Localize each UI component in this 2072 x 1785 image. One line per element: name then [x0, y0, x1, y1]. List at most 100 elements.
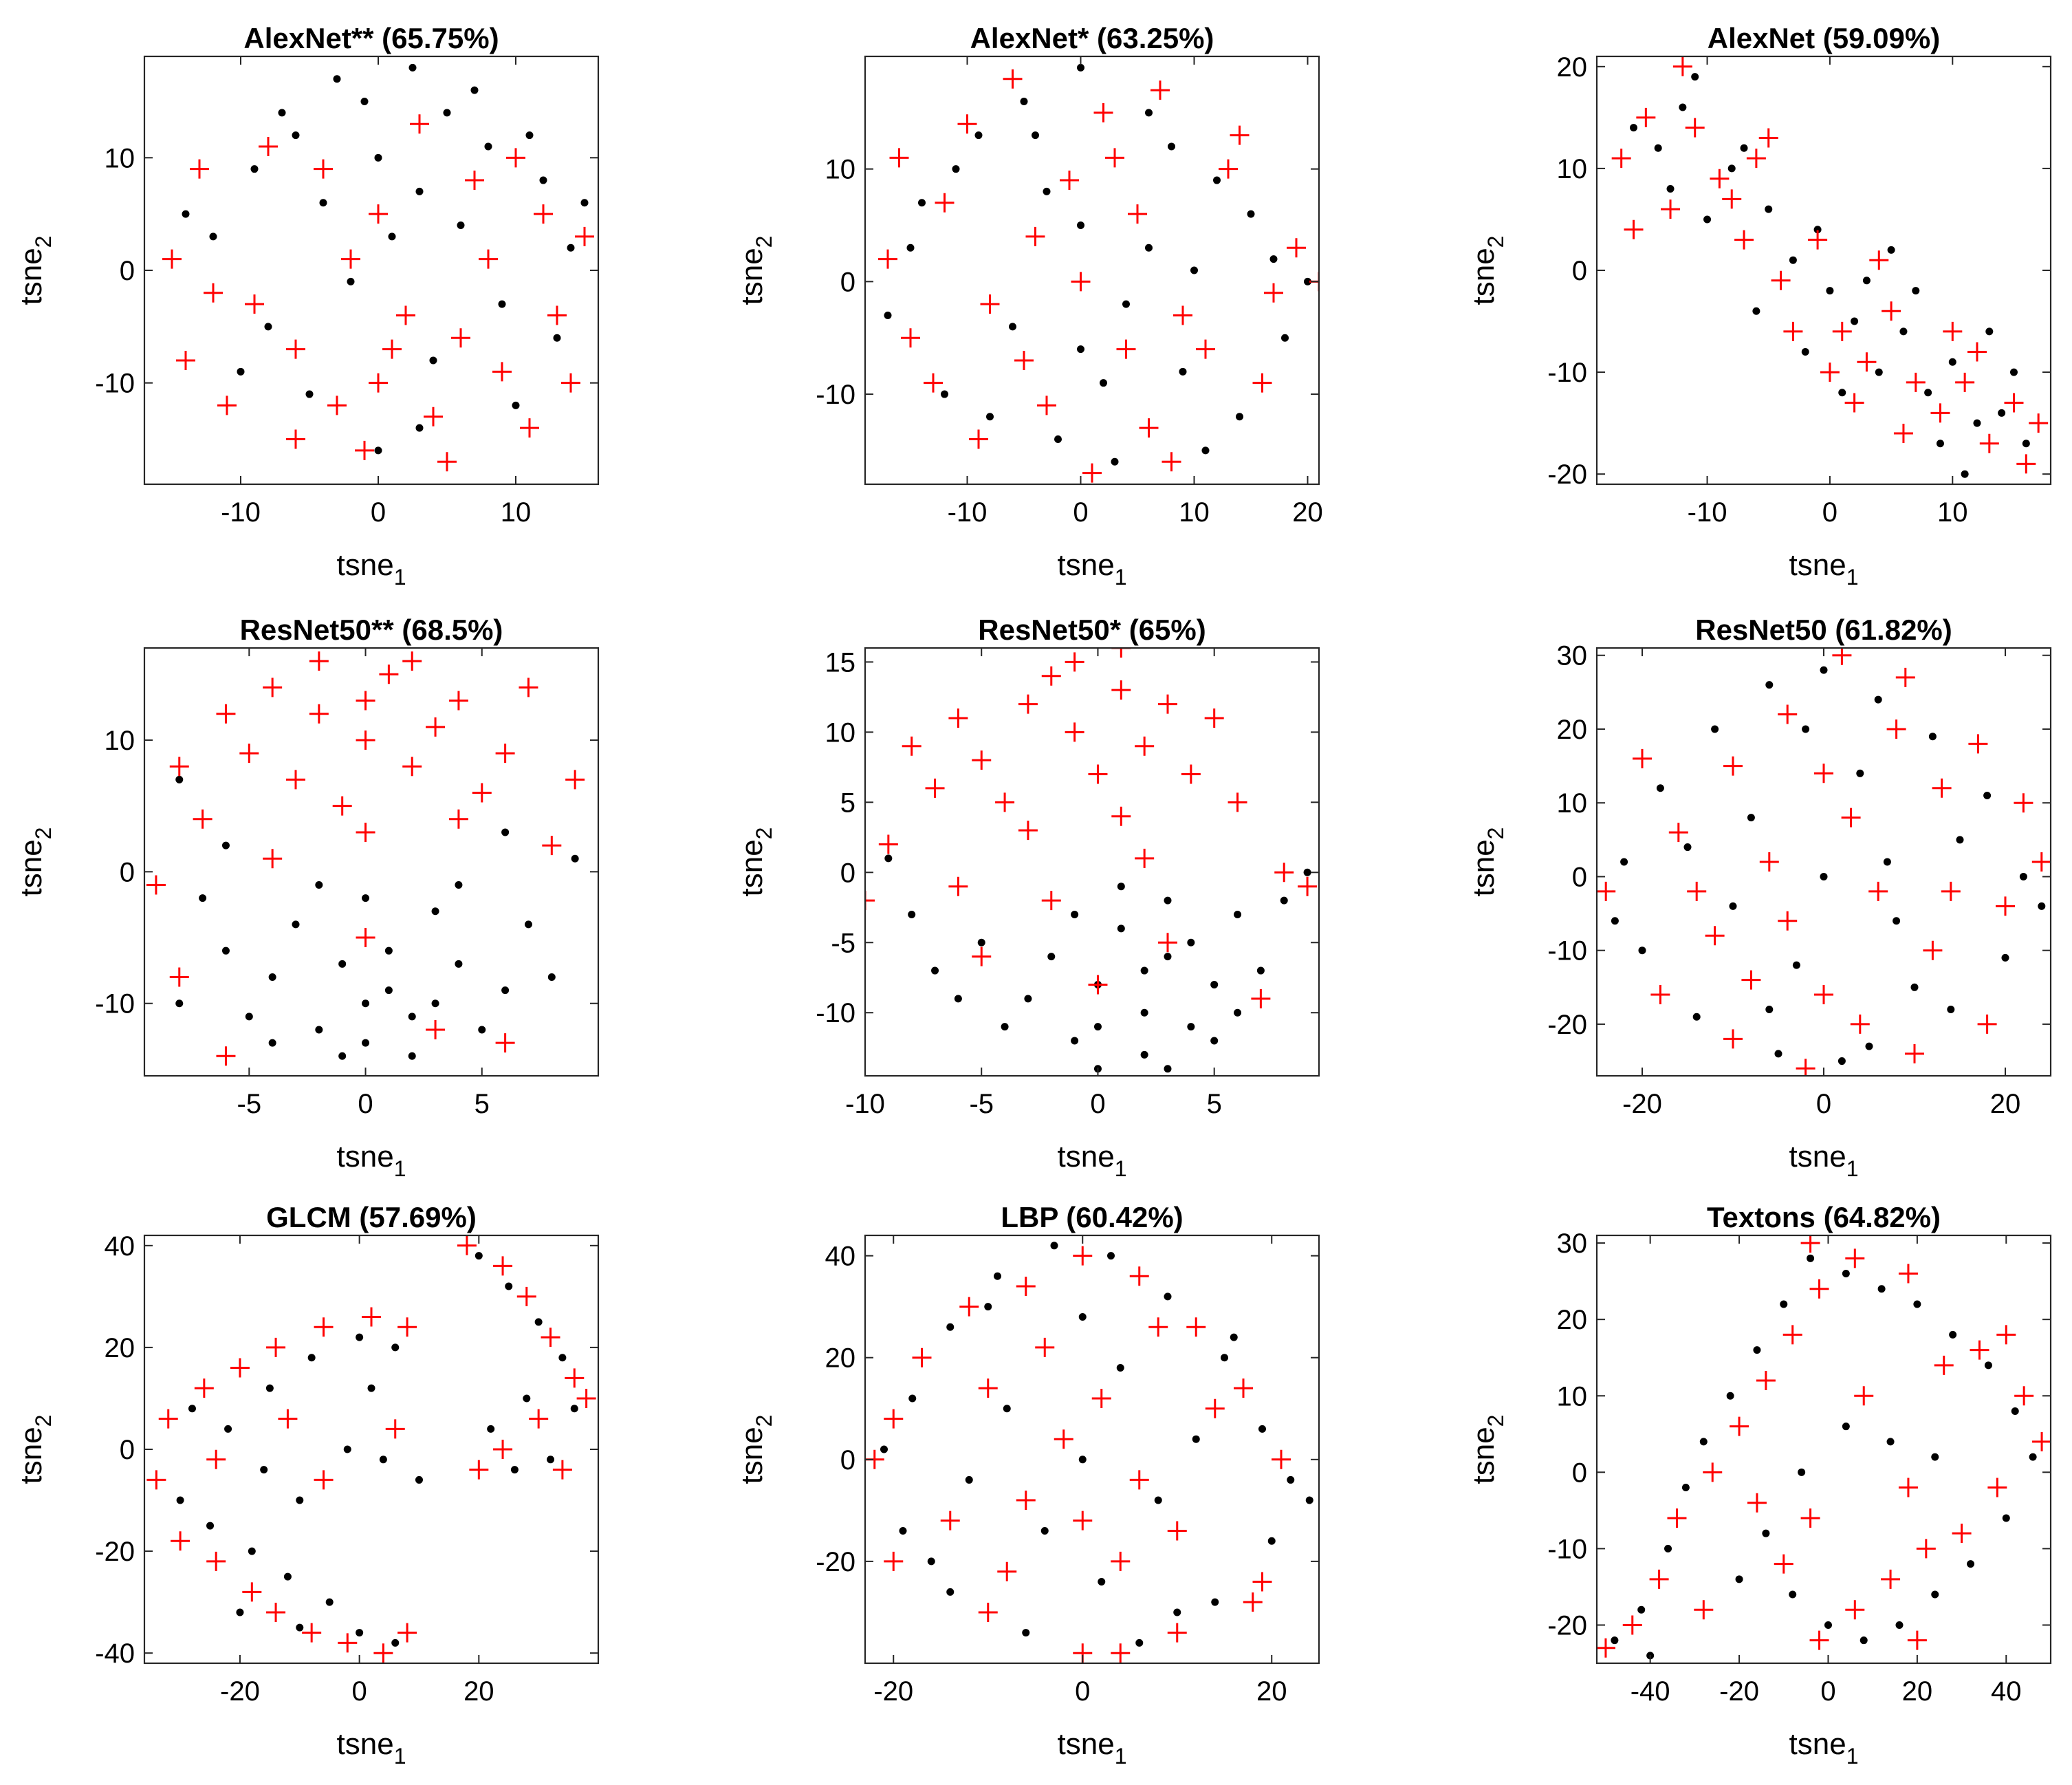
y-tick-label: 0: [1572, 256, 1587, 286]
y-tick-label: 0: [840, 267, 855, 297]
data-point-plus: [245, 294, 264, 314]
data-point-dot: [315, 1026, 323, 1034]
data-point-plus: [1694, 1600, 1714, 1620]
y-tick-label: 0: [840, 858, 855, 888]
y-tick-label: 10: [825, 155, 856, 185]
y-axis-label-main: tsne: [735, 1427, 769, 1484]
x-axis-label: tsne1: [1789, 1140, 1859, 1181]
y-tick-label: 20: [1557, 52, 1588, 83]
data-point-plus: [1636, 107, 1656, 127]
data-point-dot: [343, 1445, 351, 1453]
x-axis-label-main: tsne: [1789, 548, 1846, 582]
data-point-plus: [302, 1623, 322, 1643]
data-point-dot: [487, 1425, 495, 1433]
x-tick-label: 20: [464, 1676, 494, 1707]
data-point-plus: [1741, 970, 1761, 990]
data-point-dot: [1910, 983, 1919, 991]
data-point-dot: [206, 1522, 215, 1530]
data-point-dot: [379, 1456, 387, 1464]
data-point-dot: [268, 1039, 276, 1047]
data-point-plus: [1116, 339, 1136, 359]
data-point-dot: [994, 1272, 1001, 1280]
data-point-plus: [355, 440, 374, 460]
data-point-plus: [356, 928, 375, 948]
plot-area: [1597, 648, 2051, 1076]
data-point-plus: [341, 249, 360, 269]
axes-box: [864, 55, 1320, 486]
data-point-plus: [448, 691, 468, 711]
data-point-plus: [171, 1531, 190, 1551]
data-point-plus: [1758, 128, 1778, 148]
data-point-plus: [1941, 881, 1961, 901]
y-tick-label: 10: [1557, 788, 1588, 819]
data-point-plus: [1018, 694, 1038, 714]
data-point-plus: [1611, 149, 1631, 169]
data-point-dot: [1774, 1050, 1782, 1058]
data-point-plus: [1243, 1592, 1263, 1612]
data-point-dot: [175, 999, 184, 1008]
data-point-plus: [1668, 823, 1688, 843]
data-point-plus: [338, 1633, 358, 1653]
y-tick-label: 40: [105, 1231, 135, 1262]
data-point-plus: [1158, 933, 1177, 953]
data-point-dot: [278, 109, 286, 117]
data-point-plus: [1205, 1398, 1225, 1418]
data-point-plus: [1996, 896, 2015, 916]
x-tick-label: 5: [1207, 1089, 1222, 1119]
data-point-plus: [995, 792, 1015, 812]
data-point-plus: [169, 967, 189, 987]
data-point-plus: [1219, 159, 1238, 179]
data-point-plus: [146, 1470, 166, 1490]
data-point-dot: [547, 1456, 555, 1464]
data-point-dot: [1820, 872, 1828, 880]
data-point-dot: [1899, 327, 1908, 336]
data-point-plus: [410, 114, 429, 134]
y-axis-label: tsne2: [1467, 827, 1508, 897]
data-point-dot: [534, 1318, 543, 1326]
x-axis-label-sub: 1: [394, 1156, 406, 1181]
data-point-dot: [296, 1496, 304, 1504]
data-point-dot: [1077, 221, 1084, 230]
data-point-plus: [437, 452, 457, 472]
data-point-dot: [325, 1598, 334, 1606]
data-point-dot: [1666, 185, 1675, 193]
data-point-dot: [1287, 1475, 1295, 1484]
data-point-plus: [1898, 1264, 1918, 1284]
data-point-dot: [1820, 666, 1828, 674]
data-point-plus: [1111, 806, 1131, 826]
data-point-dot: [1187, 1023, 1195, 1031]
axes-box: [143, 647, 600, 1077]
scatter-points: [865, 648, 1318, 1073]
data-point-plus: [1272, 1449, 1291, 1469]
plot-area: [865, 648, 1319, 1076]
data-point-dot: [408, 1052, 416, 1060]
y-axis-label: tsne2: [735, 1415, 776, 1484]
data-point-plus: [978, 1602, 998, 1622]
x-tick-label: 10: [1179, 497, 1210, 528]
data-point-dot: [1998, 409, 2006, 417]
axes-box: [1595, 1234, 2052, 1665]
y-tick-label: 0: [840, 1445, 855, 1475]
data-point-plus: [1251, 988, 1271, 1008]
data-point-plus: [1088, 975, 1108, 995]
data-point-dot: [391, 1638, 400, 1647]
data-point-plus: [561, 373, 580, 393]
data-point-dot: [1699, 1438, 1708, 1446]
data-point-dot: [2038, 902, 2046, 910]
data-point-plus: [1923, 940, 1943, 960]
data-point-plus: [878, 834, 898, 854]
data-point-plus: [1882, 301, 1901, 321]
data-point-dot: [1692, 1013, 1701, 1021]
data-point-plus: [1809, 1279, 1829, 1299]
data-point-plus: [901, 328, 920, 348]
data-point-dot: [1077, 345, 1084, 354]
scatter-points: [878, 63, 1319, 483]
data-point-dot: [1973, 419, 1981, 427]
data-point-plus: [1898, 1478, 1918, 1497]
data-point-dot: [1234, 910, 1242, 918]
data-point-dot: [1117, 883, 1125, 891]
data-point-plus: [1135, 848, 1155, 868]
data-point-plus: [327, 396, 347, 415]
data-point-dot: [899, 1526, 907, 1535]
data-point-dot: [245, 1013, 253, 1021]
